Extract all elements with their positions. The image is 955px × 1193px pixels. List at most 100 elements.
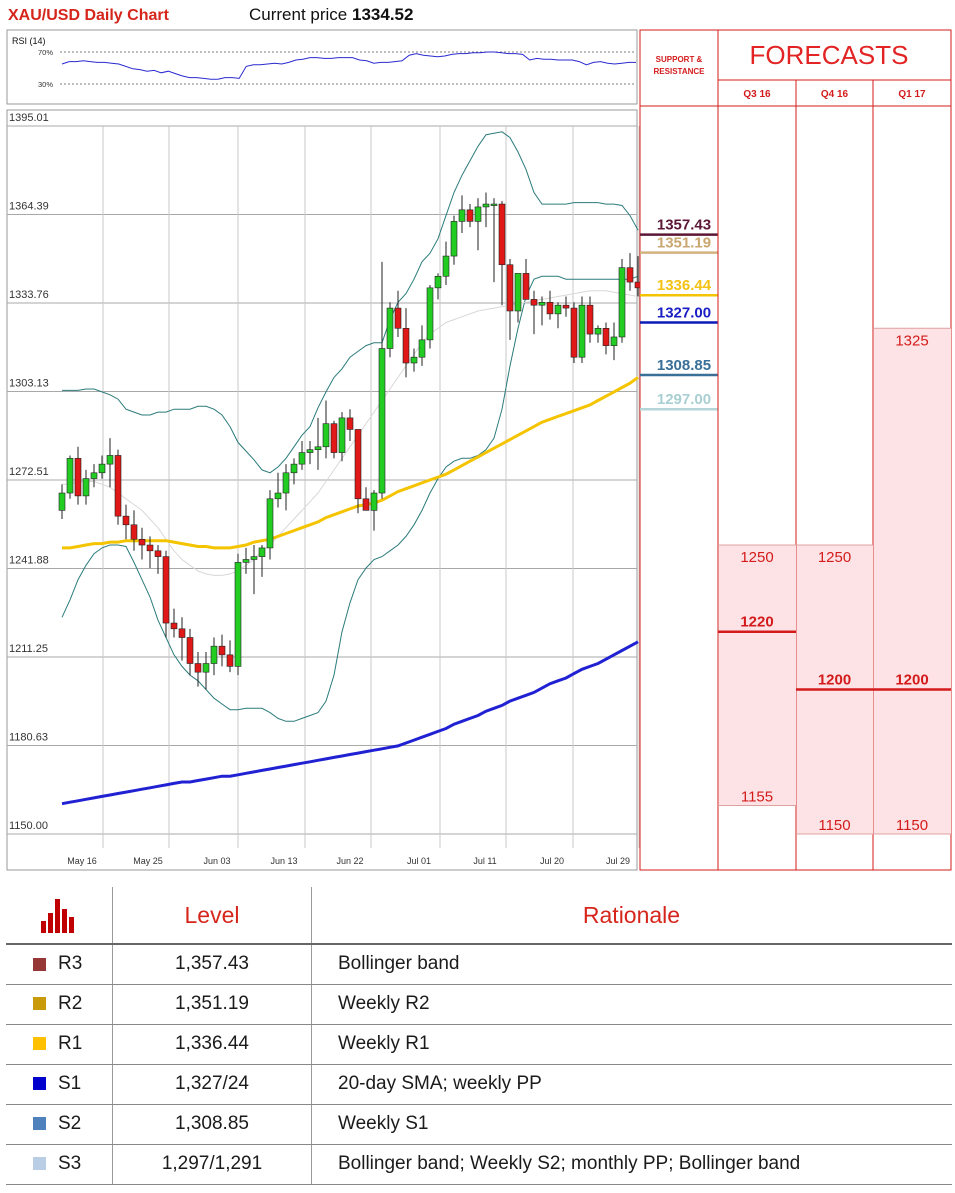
candle-down xyxy=(626,267,634,283)
table-row: R2 1,351.19 Weekly R2 xyxy=(6,984,952,1025)
y-tick-label: 1150.00 xyxy=(9,820,48,832)
level-color-swatch xyxy=(33,1077,46,1091)
level-rationale: 20-day SMA; weekly PP xyxy=(311,1064,952,1105)
level-color-swatch xyxy=(33,957,46,971)
forecast-range xyxy=(719,545,796,806)
candle-down xyxy=(186,637,194,664)
candle xyxy=(82,469,90,505)
candle-up xyxy=(378,348,386,494)
candle-up xyxy=(426,287,434,341)
candle xyxy=(218,634,226,667)
x-axis: May 16 May 25 Jun 03 Jun 13 Jun 22 Jul 01 Jul … xyxy=(67,856,630,866)
candle-down xyxy=(546,301,554,315)
candle-up xyxy=(450,221,458,257)
level-value: 1,308.85 xyxy=(112,1104,312,1145)
candle-up xyxy=(482,203,490,208)
candle-up xyxy=(66,458,74,494)
forecast-title: FORECASTS xyxy=(750,40,909,70)
candle-up xyxy=(578,304,586,358)
candle-down xyxy=(522,273,530,300)
candle xyxy=(66,455,74,499)
candle xyxy=(234,553,242,676)
candle-up xyxy=(290,463,298,474)
level-header: Level xyxy=(112,887,312,945)
candle xyxy=(554,302,562,329)
forecast-low-value: 1150 xyxy=(818,817,850,834)
candle xyxy=(202,651,210,690)
candle-up xyxy=(250,556,258,560)
x-tick-label: Jul 01 xyxy=(407,856,431,866)
y-tick-label: 1303.13 xyxy=(9,378,49,390)
candle xyxy=(362,487,370,511)
table-row: R1 1,336.44 Weekly R1 xyxy=(6,1024,952,1065)
forecast-median-value: 1200 xyxy=(818,672,851,689)
y-tick-label: 1272.51 xyxy=(9,466,49,478)
candle xyxy=(394,290,402,337)
candle xyxy=(514,273,522,323)
candle-up xyxy=(618,267,626,338)
candle xyxy=(258,545,266,577)
candle xyxy=(354,429,362,514)
candle xyxy=(498,201,506,306)
bollinger-upper-line xyxy=(62,131,639,474)
forecast-column-label: Q3 16 xyxy=(743,89,771,100)
level-name: S2 xyxy=(58,1112,82,1134)
candle xyxy=(306,441,314,465)
level-name: S1 xyxy=(58,1072,82,1094)
candle-up xyxy=(594,328,602,335)
level-rationale: Weekly R1 xyxy=(311,1024,952,1065)
candle xyxy=(562,296,570,317)
candle-up xyxy=(202,663,210,673)
candle xyxy=(378,261,386,499)
candle-up xyxy=(514,273,522,312)
table-icon-cell xyxy=(6,887,113,945)
level-name-cell: R1 xyxy=(6,1024,113,1065)
chart-grid xyxy=(7,125,640,848)
y-tick-label: 1211.25 xyxy=(9,643,48,655)
candle xyxy=(330,420,338,459)
rsi-line xyxy=(61,51,636,80)
forecast-median-value: 1200 xyxy=(895,672,928,689)
candle-down xyxy=(178,628,186,638)
levels-table: Level Rationale R3 1,357.43 Bollinger band… xyxy=(6,887,952,1185)
candle xyxy=(578,296,586,363)
candle-down xyxy=(122,515,130,526)
candle xyxy=(522,258,530,300)
candle-up xyxy=(90,472,98,479)
candle xyxy=(170,608,178,638)
candle xyxy=(226,640,234,673)
price-panel xyxy=(6,109,638,871)
level-name-cell: R2 xyxy=(6,984,113,1025)
candle-down xyxy=(170,622,178,630)
candle xyxy=(266,490,274,560)
sr-level-label: 1351.19 xyxy=(657,235,711,252)
candle-down xyxy=(362,498,370,511)
candle xyxy=(546,290,554,320)
candle-down xyxy=(194,663,202,673)
candle xyxy=(250,545,258,595)
candle-up xyxy=(322,423,330,448)
candle xyxy=(386,302,394,358)
level-value: 1,357.43 xyxy=(112,944,312,985)
candle xyxy=(610,322,618,361)
chart-area: XAU/USD Daily Chart Current price 1334.5… xyxy=(6,5,952,871)
candle xyxy=(130,510,138,551)
candle xyxy=(186,628,194,676)
level-rationale: Bollinger band; Weekly S2; monthly PP; B… xyxy=(311,1144,952,1185)
table-row: S2 1,308.85 Weekly S1 xyxy=(6,1104,952,1145)
candle-down xyxy=(498,203,506,266)
candle xyxy=(178,617,186,661)
y-tick-label: 1180.63 xyxy=(9,732,48,744)
x-tick-label: May 16 xyxy=(67,856,97,866)
candle-up xyxy=(314,446,322,450)
sr-heading-1: SUPPORT & xyxy=(656,55,703,64)
candle xyxy=(90,464,98,488)
candle-down xyxy=(74,458,82,497)
sr-level-label: 1308.85 xyxy=(657,357,711,374)
candle xyxy=(322,400,330,459)
sma100-line xyxy=(62,376,639,550)
forecast-high-value: 1325 xyxy=(895,332,928,349)
candle-down xyxy=(586,304,594,335)
level-name-cell: R3 xyxy=(6,944,113,985)
